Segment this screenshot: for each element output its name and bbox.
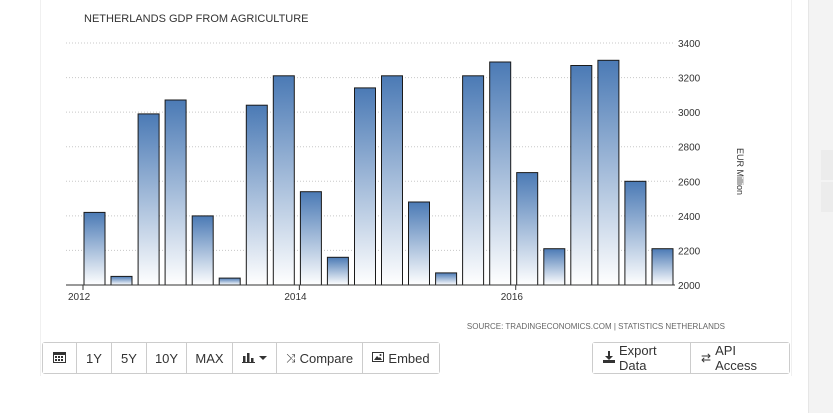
y-tick-label: 2000 [678, 281, 701, 292]
range-5y-button[interactable]: 5Y [112, 343, 147, 373]
export-data-button[interactable]: Export Data [593, 343, 691, 373]
bar[interactable] [651, 248, 674, 286]
bar[interactable] [218, 277, 241, 286]
image-icon [372, 351, 385, 365]
exchange-icon: ⇄ [701, 351, 712, 365]
x-tick-label: 2014 [284, 292, 307, 303]
embed-label: Embed [388, 350, 430, 366]
bars [83, 59, 674, 286]
compare-button[interactable]: ⤨ Compare [277, 343, 363, 373]
y-tick-label: 2800 [678, 143, 701, 154]
bar[interactable] [543, 248, 566, 286]
bar[interactable] [381, 75, 403, 286]
compare-label: Compare [299, 350, 354, 366]
bar[interactable] [354, 87, 376, 286]
calendar-button[interactable] [43, 343, 77, 373]
y-tick-labels: 3400 3200 3000 2800 2600 2400 2200 2000 [678, 39, 701, 292]
bar[interactable] [164, 99, 187, 286]
right-scroll-strip [808, 0, 833, 413]
bar[interactable] [110, 275, 133, 286]
y-tick-label: 3000 [678, 108, 701, 119]
bar[interactable] [137, 113, 160, 286]
calendar-icon [53, 351, 66, 366]
x-tick-label: 2012 [68, 292, 91, 303]
bar-chart-icon [242, 351, 255, 366]
y-tick-label: 2600 [678, 177, 701, 188]
bar[interactable] [489, 61, 512, 286]
api-label: API Access [715, 343, 757, 373]
y-axis-label: EUR Million [735, 148, 745, 195]
bar[interactable] [83, 211, 106, 286]
x-tick-labels: 2012 2014 2016 [68, 285, 523, 303]
bar[interactable] [435, 272, 458, 286]
source-note: SOURCE: TRADINGECONOMICS.COM | STATISTIC… [467, 322, 725, 331]
bar[interactable] [462, 75, 485, 286]
bar[interactable] [516, 172, 539, 286]
bar[interactable] [326, 256, 349, 286]
chevron-down-icon [259, 356, 267, 360]
embed-button[interactable]: Embed [363, 343, 439, 373]
bar-chart: NETHERLANDS GDP FROM AGRICULTURE 3400 320… [66, 13, 745, 331]
y-tick-label: 2400 [678, 212, 701, 223]
export-label: Export Data [619, 343, 657, 373]
bar[interactable] [624, 180, 647, 286]
bar[interactable] [245, 104, 268, 286]
download-icon [603, 350, 615, 366]
bar[interactable] [191, 215, 214, 286]
chart-type-button[interactable] [233, 343, 277, 373]
y-tick-label: 2200 [678, 246, 701, 257]
toolbar-right: Export Data ⇄ API Access [592, 342, 790, 374]
toolbar-left: 1Y 5Y 10Y MAX ⤨ Compare Embed [42, 342, 440, 374]
range-1y-button[interactable]: 1Y [77, 343, 112, 373]
bar[interactable] [570, 65, 593, 286]
bar[interactable] [408, 201, 430, 286]
range-max-button[interactable]: MAX [187, 343, 233, 373]
api-access-button[interactable]: ⇄ API Access [691, 343, 789, 373]
bar[interactable] [299, 191, 322, 286]
range-10y-button[interactable]: 10Y [147, 343, 187, 373]
strip-block [821, 182, 833, 212]
bar[interactable] [272, 75, 295, 286]
chart-title: NETHERLANDS GDP FROM AGRICULTURE [84, 13, 309, 25]
strip-block [821, 150, 833, 180]
y-tick-label: 3200 [678, 74, 701, 85]
y-tick-label: 3400 [678, 39, 701, 50]
shuffle-icon: ⤨ [285, 350, 296, 365]
x-tick-label: 2016 [501, 292, 524, 303]
bar[interactable] [597, 59, 620, 286]
